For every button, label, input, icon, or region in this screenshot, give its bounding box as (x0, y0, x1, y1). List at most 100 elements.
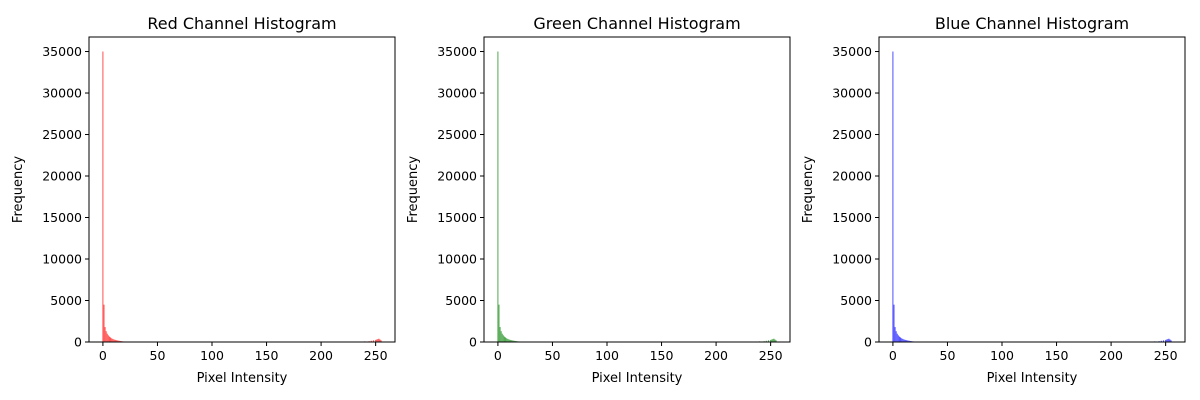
blue-bar (904, 339, 906, 342)
blue-bar (903, 339, 905, 342)
red-bar (110, 337, 112, 342)
red-y-tick-label: 0 (74, 335, 82, 350)
green-x-tick-label: 100 (595, 348, 619, 363)
red-x-tick-label: 100 (200, 348, 224, 363)
green-y-tick-label: 5000 (445, 293, 477, 308)
green-bar (506, 338, 508, 342)
green-bar (501, 333, 503, 342)
red-bar (111, 338, 113, 342)
green-bar (507, 338, 509, 342)
green-bar (512, 340, 514, 342)
red-y-tick-label: 20000 (42, 169, 82, 184)
green-bar (497, 51, 499, 343)
green-y-axis-label: Frequency (406, 156, 421, 223)
red-y-tick-label: 25000 (42, 127, 82, 142)
blue-bar (895, 331, 897, 342)
blue-histogram-panel: 0 50 100 150 200 250 0 5000 10000 15000 20000 25000… (801, 14, 1186, 386)
blue-x-tick-label: 100 (990, 348, 1014, 363)
green-bar (773, 338, 775, 342)
green-axes-frame (483, 36, 791, 343)
green-x-tick-label: 150 (650, 348, 674, 363)
blue-y-tick-label: 35000 (832, 44, 872, 59)
red-bar (115, 340, 117, 342)
blue-x-axis-label: Pixel Intensity (987, 371, 1078, 386)
red-histogram-panel: 0 50 100 150 200 250 0 5000 10000 15000 20000 25000… (11, 14, 396, 386)
blue-x-tick-label: 0 (889, 348, 897, 363)
red-bar (105, 331, 107, 342)
blue-chart-title: Blue Channel Histogram (935, 14, 1129, 33)
blue-bar (1160, 340, 1162, 342)
red-y-tick-label: 15000 (42, 210, 82, 225)
green-bar (508, 339, 510, 342)
blue-bar (894, 327, 896, 342)
blue-bar (907, 340, 909, 342)
red-bar (114, 339, 116, 342)
green-y-tick-label: 25000 (437, 127, 477, 142)
red-bar (118, 340, 120, 342)
red-bar (104, 327, 106, 342)
blue-y-axis-label: Frequency (801, 156, 816, 223)
green-x-axis-label: Pixel Intensity (592, 371, 683, 386)
red-bar (106, 333, 108, 342)
blue-bar (1162, 340, 1164, 342)
blue-bar (898, 336, 900, 342)
red-bar (376, 339, 378, 342)
green-x-tick-label: 50 (545, 348, 561, 363)
red-bar (370, 340, 372, 342)
red-bar (116, 340, 118, 342)
red-bar (372, 340, 374, 342)
red-x-tick-label: 50 (150, 348, 166, 363)
red-bar (378, 338, 380, 342)
red-bar (108, 336, 110, 342)
blue-x-tick-label: 150 (1045, 348, 1069, 363)
blue-x-tick-label: 200 (1099, 348, 1123, 363)
red-bars (102, 51, 382, 343)
green-y-tick-label: 30000 (437, 86, 477, 101)
green-bar (772, 339, 774, 342)
blue-bar (1169, 339, 1171, 342)
green-chart-title: Green Channel Histogram (533, 14, 740, 33)
red-bar (380, 340, 382, 342)
green-y-tick-label: 15000 (437, 210, 477, 225)
blue-x-tick-label: 50 (940, 348, 956, 363)
blue-bar (905, 340, 907, 342)
green-bar (513, 340, 515, 342)
blue-bars (892, 51, 1172, 343)
green-x-tick-label: 0 (494, 348, 502, 363)
green-bar (770, 339, 772, 342)
green-bar (765, 340, 767, 342)
green-bar (771, 339, 773, 342)
red-bar (112, 338, 114, 342)
green-bar (500, 331, 502, 342)
green-y-tick-label: 0 (469, 335, 477, 350)
red-axes-frame (88, 36, 396, 343)
blue-y-tick-label: 20000 (832, 169, 872, 184)
red-chart-title: Red Channel Histogram (147, 14, 336, 33)
blue-bar (896, 333, 898, 342)
red-y-tick-label: 30000 (42, 86, 82, 101)
green-bars (497, 51, 777, 343)
green-x-tick-label: 200 (704, 348, 728, 363)
red-y-axis-label: Frequency (11, 156, 26, 223)
blue-bar (1168, 338, 1170, 342)
red-x-tick-label: 150 (255, 348, 279, 363)
blue-bar (900, 337, 902, 342)
blue-y-tick-label: 15000 (832, 210, 872, 225)
green-bar (511, 340, 513, 342)
blue-bar (1165, 339, 1167, 342)
green-y-tick-label: 20000 (437, 169, 477, 184)
blue-y-tick-label: 30000 (832, 86, 872, 101)
blue-y-tick-label: 0 (864, 335, 872, 350)
red-bar (379, 339, 381, 342)
red-bar (117, 340, 119, 342)
green-y-tick-label: 10000 (437, 252, 477, 267)
blue-y-tick-label: 5000 (840, 293, 872, 308)
blue-bar (893, 304, 895, 342)
red-y-tick-label: 35000 (42, 44, 82, 59)
red-bar (107, 335, 109, 342)
green-bar (767, 340, 769, 342)
green-bar (775, 340, 777, 342)
blue-bar (1166, 339, 1168, 342)
red-y-tick-label: 10000 (42, 252, 82, 267)
